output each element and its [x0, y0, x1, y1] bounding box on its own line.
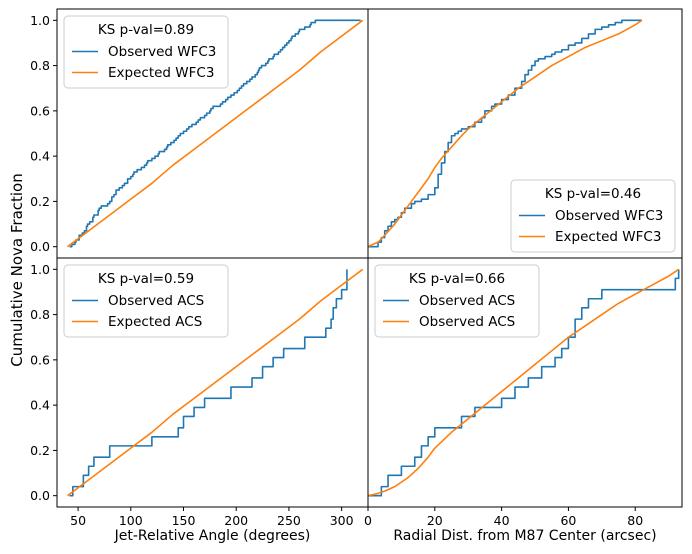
y-tick-label: 0.0 [30, 488, 50, 503]
y-tick-label: 0.4 [30, 398, 50, 413]
legend-label: Observed ACS [419, 314, 515, 330]
y-tick-label: 0.0 [30, 239, 50, 254]
legend-label: Expected WFC3 [555, 229, 661, 245]
legend: KS p-val=0.46 Observed WFC3 Expected WFC3 [510, 179, 676, 253]
legend: KS p-val=0.66 Observed ACS Observed ACS [374, 264, 540, 338]
series-line-expected [368, 268, 680, 497]
legend-label: Observed WFC3 [555, 208, 663, 224]
chart-panel-bottom-left: 0.0 0.2 0.4 0.6 0.8 1.0 50 100 150 200 250 300 Jet-R… [30, 257, 369, 544]
y-tick-label: 0.2 [30, 194, 50, 209]
series-line-observed [69, 269, 348, 497]
x-tick-label: 100 [119, 513, 143, 528]
x-tick-label: 200 [224, 513, 248, 528]
y-tick-label: 1.0 [30, 262, 50, 277]
legend-title: KS p-val=0.46 [545, 186, 641, 202]
y-tick-label: 0.6 [30, 103, 50, 118]
legend-label: Observed ACS [108, 293, 204, 309]
x-axis-label: Radial Dist. from M87 Center (arcsec) [393, 528, 656, 544]
y-tick-label: 0.6 [30, 352, 50, 367]
axes-frame [367, 257, 683, 508]
x-tick-label: 300 [330, 513, 354, 528]
y-tick-label: 0.4 [30, 149, 50, 164]
chart-panel-top-left: 0.0 0.2 0.4 0.6 0.8 1.0 KS p-val=0.89 Observed … [30, 8, 369, 259]
legend-box [374, 264, 540, 338]
legend: KS p-val=0.59 Observed ACS Expected ACS [63, 264, 229, 338]
x-tick-label: 40 [494, 513, 510, 528]
x-tick-label: 0 [364, 513, 372, 528]
figure-ylabel: Cumulative Nova Fraction [8, 173, 26, 367]
x-tick-label: 50 [70, 513, 86, 528]
subplot-grid: 0.0 0.2 0.4 0.6 0.8 1.0 KS p-val=0.89 Observed … [30, 8, 683, 544]
series-line-expected [67, 268, 364, 497]
y-tick-label: 0.8 [30, 307, 50, 322]
series-line-expected [368, 19, 643, 248]
legend-label: Observed ACS [419, 293, 515, 309]
legend: KS p-val=0.89 Observed WFC3 Expected WFC3 [63, 15, 229, 89]
legend-box [510, 179, 676, 253]
series-line-observed [368, 269, 680, 497]
legend-title: KS p-val=0.66 [409, 271, 505, 287]
x-axis-label: Jet-Relative Angle (degrees) [114, 528, 311, 544]
x-tick-label: 20 [427, 513, 443, 528]
chart-panel-top-right: KS p-val=0.46 Observed WFC3 Expected WFC3 [367, 8, 683, 259]
series-line-observed [69, 19, 361, 248]
legend-box [63, 15, 229, 89]
legend-box [63, 264, 229, 338]
legend-label: Expected ACS [108, 314, 202, 330]
legend-title: KS p-val=0.89 [98, 22, 194, 38]
y-tick-label: 0.8 [30, 58, 50, 73]
series-line-observed [368, 19, 642, 248]
x-tick-label: 80 [627, 513, 643, 528]
x-tick-label: 250 [277, 513, 301, 528]
x-tick-label: 150 [172, 513, 196, 528]
y-tick-label: 0.2 [30, 443, 50, 458]
x-tick-label: 60 [560, 513, 576, 528]
legend-title: KS p-val=0.59 [98, 271, 194, 287]
legend-label: Observed WFC3 [108, 44, 216, 60]
series-line-expected [67, 19, 364, 248]
legend-label: Expected WFC3 [108, 65, 214, 81]
y-tick-label: 1.0 [30, 13, 50, 28]
